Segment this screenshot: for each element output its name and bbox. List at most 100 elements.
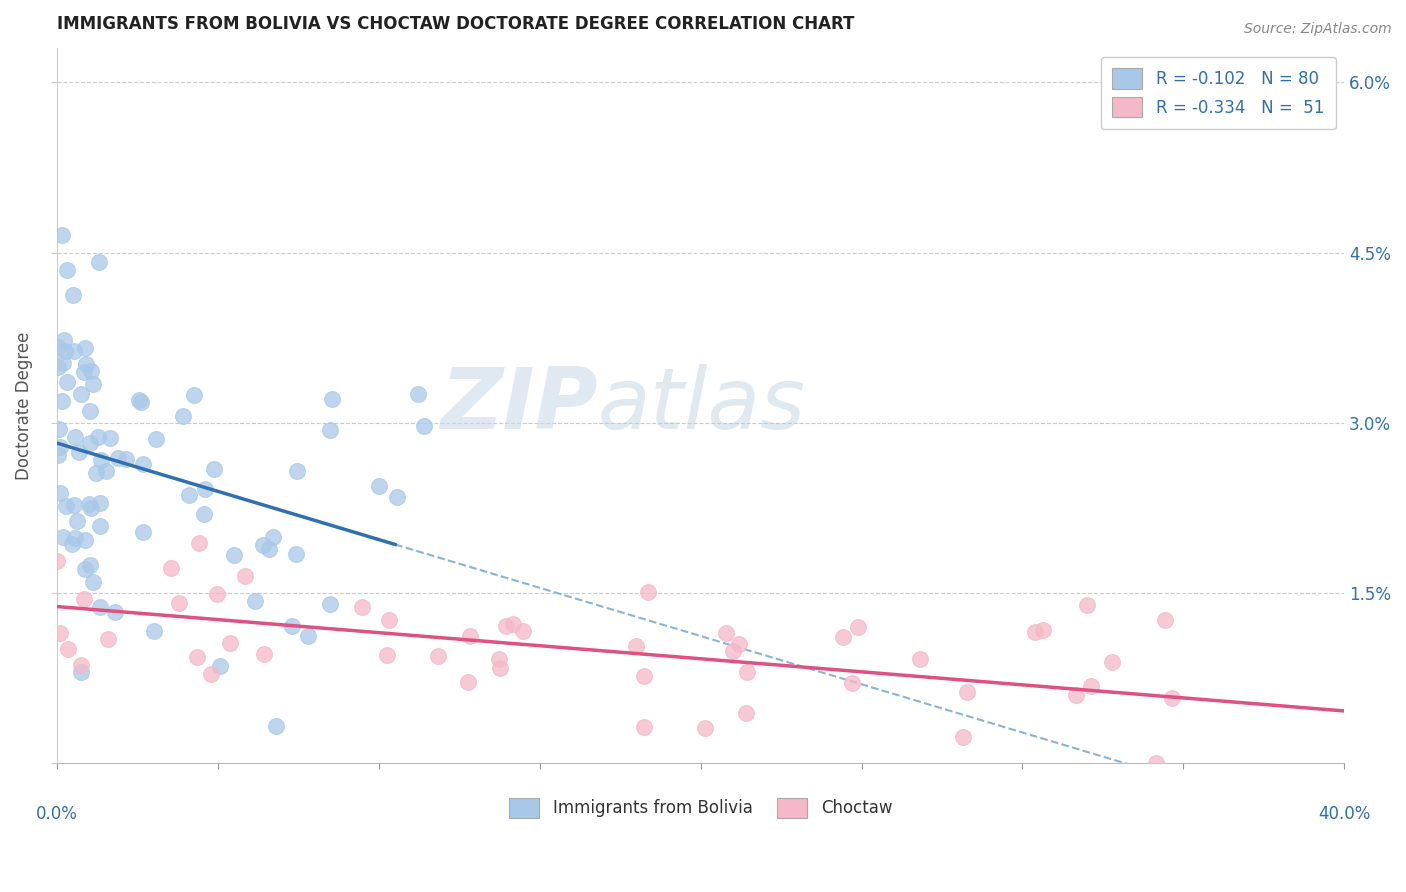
Point xyxy=(319,423,342,437)
Point xyxy=(693,721,716,735)
Point xyxy=(1153,613,1175,627)
Point xyxy=(952,730,974,744)
Point xyxy=(62,288,84,302)
Point xyxy=(87,255,110,269)
Point xyxy=(1076,598,1098,612)
Text: 40.0%: 40.0% xyxy=(1317,805,1371,822)
Point xyxy=(51,393,73,408)
Point xyxy=(73,592,96,607)
Point xyxy=(193,507,215,521)
Point xyxy=(84,467,107,481)
Point xyxy=(79,435,101,450)
Point xyxy=(143,624,166,639)
Point xyxy=(1101,655,1123,669)
Point xyxy=(159,560,181,574)
Point xyxy=(285,547,308,561)
Point xyxy=(841,676,863,690)
Point xyxy=(172,409,194,424)
Legend: Immigrants from Bolivia, Choctaw: Immigrants from Bolivia, Choctaw xyxy=(501,789,901,826)
Point xyxy=(82,575,104,590)
Point xyxy=(58,641,80,656)
Point xyxy=(80,364,103,378)
Point xyxy=(53,343,76,358)
Point xyxy=(633,720,655,734)
Point xyxy=(52,333,75,347)
Point xyxy=(846,620,869,634)
Point xyxy=(107,451,129,466)
Point xyxy=(60,537,83,551)
Point xyxy=(321,392,343,407)
Point xyxy=(169,596,191,610)
Point xyxy=(633,668,655,682)
Point xyxy=(281,619,304,633)
Point xyxy=(1064,688,1087,702)
Point xyxy=(378,613,401,627)
Point xyxy=(132,457,155,471)
Point xyxy=(46,448,69,462)
Text: 0.0%: 0.0% xyxy=(37,805,79,822)
Point xyxy=(188,535,211,549)
Point xyxy=(426,649,449,664)
Point xyxy=(70,657,93,672)
Point xyxy=(79,558,101,572)
Point xyxy=(73,341,96,355)
Point xyxy=(51,355,73,369)
Point xyxy=(1144,756,1167,771)
Point xyxy=(67,445,90,459)
Point xyxy=(49,626,72,640)
Point xyxy=(735,706,758,720)
Point xyxy=(89,519,111,533)
Point xyxy=(368,479,391,493)
Point xyxy=(129,394,152,409)
Point xyxy=(285,464,308,478)
Point xyxy=(51,228,73,243)
Point xyxy=(637,584,659,599)
Point xyxy=(350,600,373,615)
Text: atlas: atlas xyxy=(598,364,806,447)
Point xyxy=(512,624,534,639)
Point xyxy=(186,650,208,665)
Point xyxy=(56,375,79,389)
Point xyxy=(385,490,408,504)
Point xyxy=(252,538,274,552)
Point xyxy=(624,639,647,653)
Point xyxy=(56,263,79,277)
Point xyxy=(145,432,167,446)
Point xyxy=(97,632,120,647)
Point xyxy=(413,418,436,433)
Point xyxy=(318,597,340,611)
Point xyxy=(98,431,121,445)
Point xyxy=(910,652,932,666)
Point xyxy=(82,377,104,392)
Point xyxy=(218,636,240,650)
Point xyxy=(63,430,86,444)
Point xyxy=(55,499,77,513)
Point xyxy=(49,485,72,500)
Point xyxy=(727,637,749,651)
Point xyxy=(94,464,117,478)
Point xyxy=(89,600,111,615)
Point xyxy=(502,616,524,631)
Point xyxy=(77,497,100,511)
Point xyxy=(1032,623,1054,637)
Point xyxy=(721,644,744,658)
Point xyxy=(69,665,91,680)
Text: Source: ZipAtlas.com: Source: ZipAtlas.com xyxy=(1244,22,1392,37)
Point xyxy=(73,562,96,576)
Point xyxy=(224,548,246,562)
Point xyxy=(62,343,84,358)
Point xyxy=(46,554,69,568)
Point xyxy=(488,661,510,675)
Text: IMMIGRANTS FROM BOLIVIA VS CHOCTAW DOCTORATE DEGREE CORRELATION CHART: IMMIGRANTS FROM BOLIVIA VS CHOCTAW DOCTO… xyxy=(58,15,855,33)
Point xyxy=(194,482,217,496)
Point xyxy=(63,531,86,545)
Text: ZIP: ZIP xyxy=(440,364,598,447)
Point xyxy=(177,488,200,502)
Point xyxy=(65,514,87,528)
Point xyxy=(200,667,222,681)
Point xyxy=(183,387,205,401)
Point xyxy=(202,462,225,476)
Point xyxy=(73,533,96,548)
Point xyxy=(257,542,280,557)
Point xyxy=(90,452,112,467)
